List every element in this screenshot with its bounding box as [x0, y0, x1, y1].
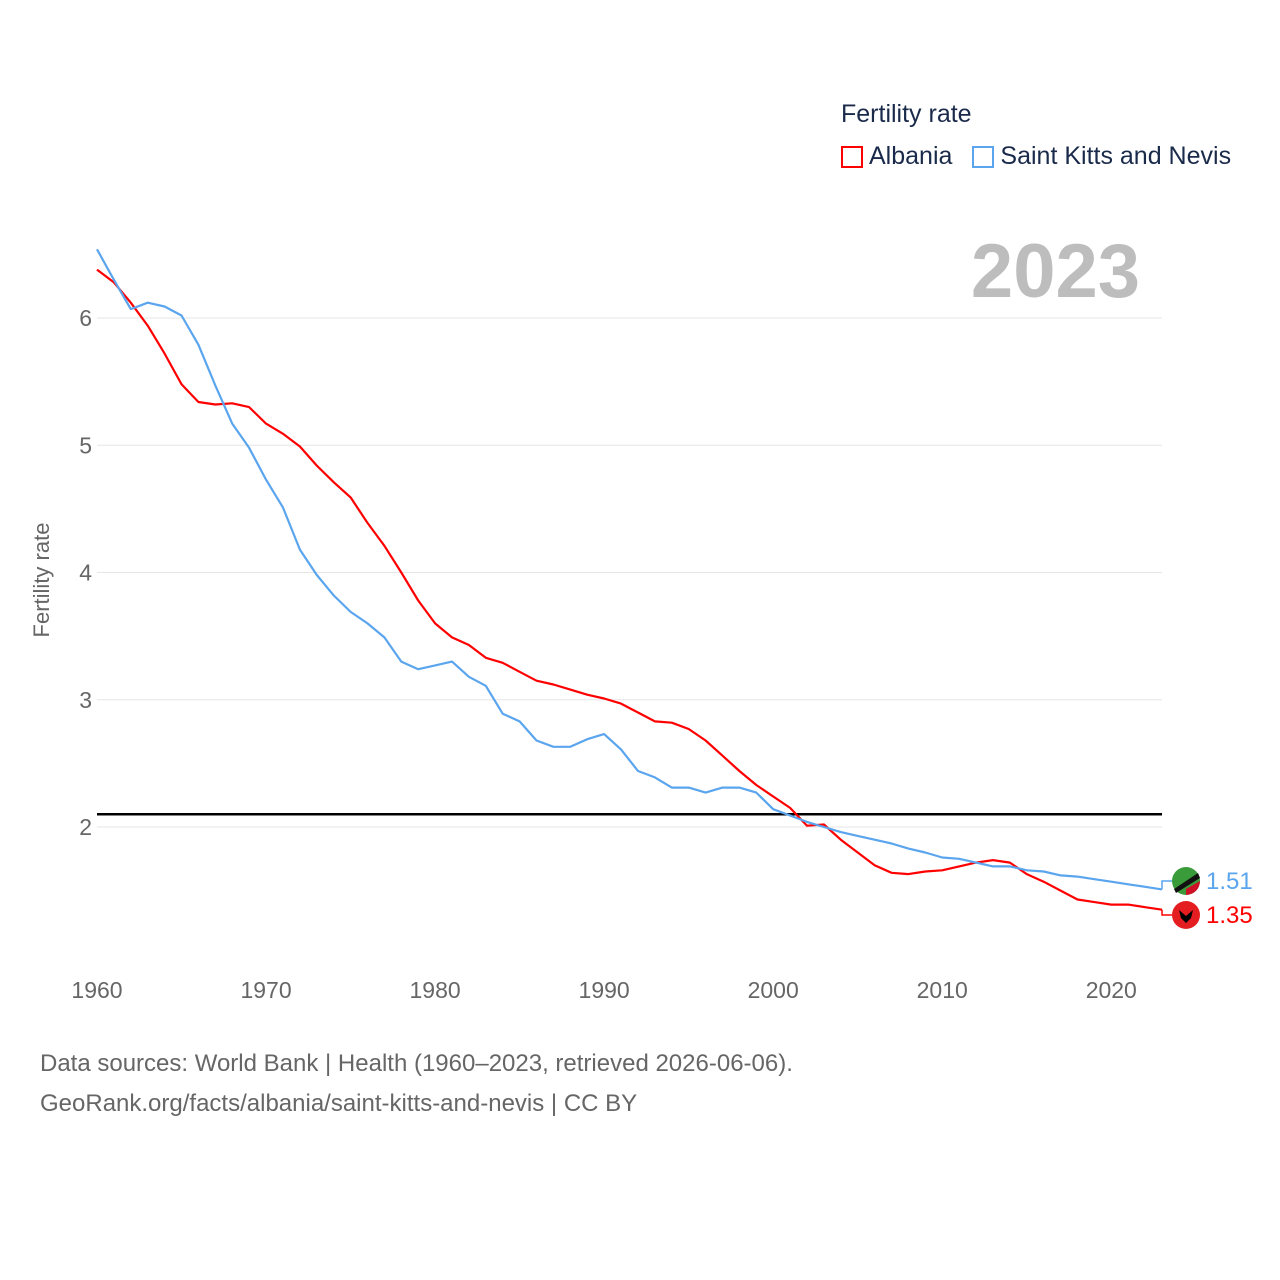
y-tick-label: 6 [79, 305, 92, 331]
legend-label-saint-kitts-and-nevis: Saint Kitts and Nevis [1000, 142, 1232, 170]
legend-title: Fertility rate [841, 100, 972, 128]
series-line-albania [96, 268, 1163, 911]
y-tick-label: 3 [79, 687, 92, 713]
end-connector-albania [1161, 909, 1172, 916]
source-link[interactable]: GeoRank.org/facts/albania/saint-kitts-an… [40, 1090, 638, 1117]
y-axis-label: Fertility rate [29, 522, 54, 638]
year-label: 2023 [970, 229, 1140, 314]
end-value-label-saint-kitts-and-nevis: 1.51 [1206, 868, 1253, 895]
y-tick-label: 2 [79, 814, 92, 840]
flag-icon-albania [1172, 901, 1200, 929]
legend-swatch-saint-kitts-and-nevis [972, 145, 995, 168]
legend-label-albania: Albania [869, 142, 953, 170]
x-tick-label: 1990 [579, 977, 630, 1003]
y-tick-label: 5 [79, 432, 92, 458]
y-tick-label: 4 [79, 560, 92, 586]
x-tick-label: 2010 [917, 977, 968, 1003]
x-tick-label: 2020 [1086, 977, 1137, 1003]
legend-item-albania[interactable]: Albania [841, 142, 952, 171]
legend-swatch-albania [841, 145, 863, 168]
end-connector-saint-kitts-and-nevis [1161, 880, 1172, 890]
eagle-icon [1179, 910, 1193, 923]
x-tick-label: 1960 [71, 977, 122, 1003]
flag-red-icon [1186, 881, 1200, 895]
data-sources: Data sources: World Bank | Health (1960–… [40, 1050, 793, 1077]
legend: Albania Saint Kitts and Nevis [841, 142, 1231, 171]
x-tick-label: 1980 [410, 977, 461, 1003]
flag-band-icon [1174, 873, 1200, 893]
x-tick-label: 1970 [240, 977, 291, 1003]
legend-item-saint-kitts-and-nevis[interactable]: Saint Kitts and Nevis [972, 142, 1231, 171]
series-line-saint-kitts-and-nevis [96, 248, 1163, 891]
end-value-label-albania: 1.35 [1206, 902, 1253, 929]
x-tick-label: 2000 [748, 977, 799, 1003]
footer: Data sources: World Bank | Health (1960–… [40, 1044, 793, 1124]
